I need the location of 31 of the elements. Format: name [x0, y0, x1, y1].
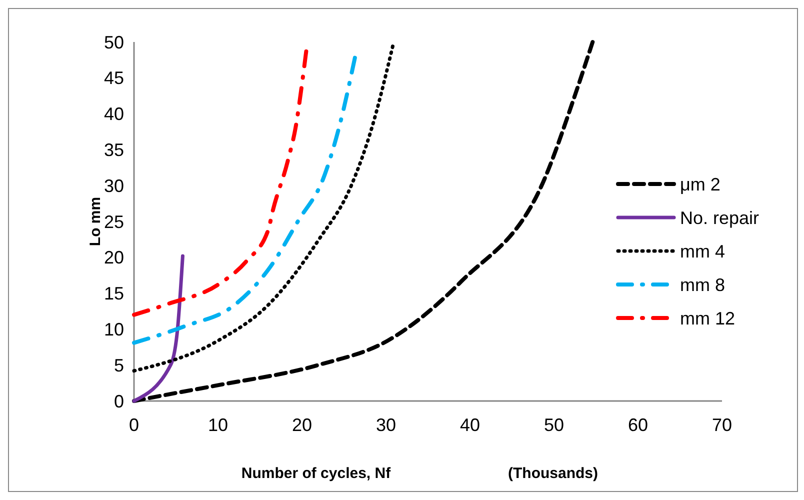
y-tick-label: 35	[104, 140, 124, 160]
x-tick-label: 0	[128, 415, 140, 435]
line-series	[132, 254, 184, 403]
x-axis-title: Number of cycles, Nf	[241, 465, 392, 482]
legend-label: No. repair	[680, 208, 760, 228]
x-tick-label: 70	[712, 415, 732, 435]
line-series	[132, 44, 394, 373]
y-tick-label: 25	[104, 212, 124, 232]
x-tick-label: 10	[208, 415, 228, 435]
x-tick-label: 50	[544, 415, 564, 435]
x-tick-label: 30	[376, 415, 396, 435]
legend-label: μm 2	[680, 174, 720, 194]
text: (Thousands)	[508, 465, 598, 482]
y-tick-label: 15	[104, 284, 124, 304]
legend-label: mm 12	[680, 308, 736, 328]
y-tick-label: 30	[104, 176, 124, 196]
x-tick-label: 20	[292, 415, 312, 435]
y-tick-label: 5	[114, 355, 124, 376]
line-series	[132, 49, 308, 317]
y-tick-label: 0	[114, 391, 124, 412]
y-tick-label: 10	[104, 320, 124, 340]
y-tick-label: 40	[104, 104, 124, 124]
y-tick-label: 50	[104, 32, 124, 52]
x-tick-label: 60	[628, 415, 648, 435]
legend-label: mm 8	[680, 274, 725, 295]
line-series	[132, 56, 357, 345]
x-tick-label: 40	[460, 415, 480, 435]
legend-label: mm 4	[680, 241, 725, 262]
y-tick-label: 20	[104, 248, 124, 268]
y-axis-title: Lo mm	[87, 196, 104, 246]
y-tick-label: 45	[104, 68, 124, 88]
